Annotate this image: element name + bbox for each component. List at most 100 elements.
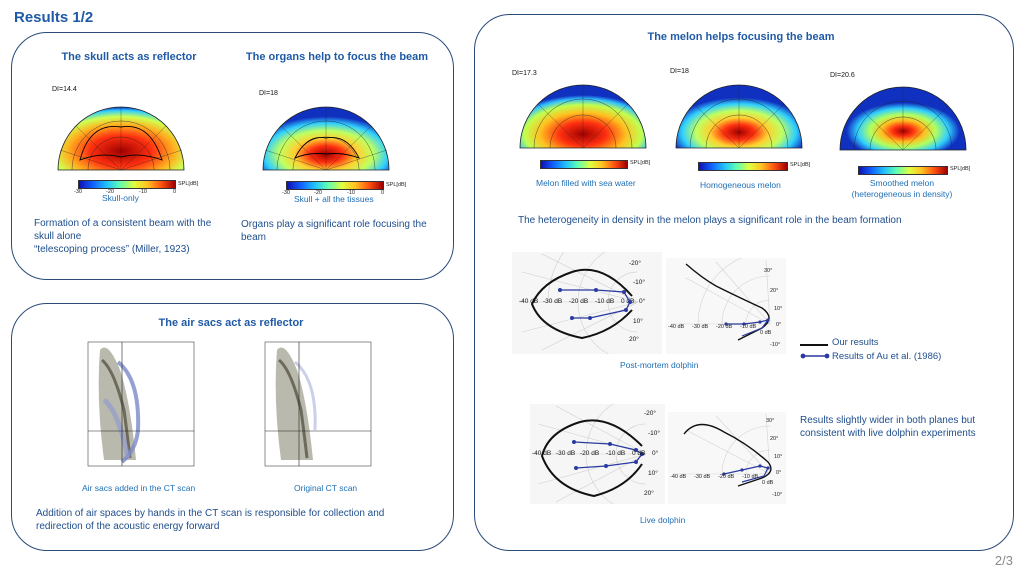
- melon-smoothed-plot: [839, 86, 967, 151]
- db-label: 0 dB: [621, 298, 635, 305]
- colorbar-unit: SPL[dB]: [630, 160, 651, 166]
- text-line: “telescoping process” (Miller, 1923): [34, 244, 190, 255]
- legend: Our results Results of Au et al. (1986): [800, 337, 970, 367]
- db-label: -20 dB: [716, 324, 733, 330]
- live-dolphin-caption: Live dolphin: [640, 515, 686, 525]
- db-label: -10 dB: [606, 450, 626, 457]
- skull-explanation: Formation of a consistent beam with the …: [34, 217, 234, 256]
- organs-caption: Skull + all the tissues: [294, 194, 374, 204]
- text-line: consistent with live dolphin experiments: [800, 428, 976, 439]
- melon-colorbar: SPL[dB]: [858, 166, 970, 175]
- skull-reflector-title: The skull acts as reflector: [61, 51, 197, 63]
- angle-label: 0°: [776, 470, 782, 476]
- colorbar-tick: -20: [314, 190, 322, 196]
- colorbar-unit: SPL[dB]: [950, 166, 971, 172]
- ct-scan-original: [264, 341, 372, 467]
- organs-colorbar: -30 -20 -10 0 SPL[dB]: [282, 181, 406, 198]
- air-sacs-panel: [11, 303, 454, 551]
- post-mortem-horizontal-polar: [666, 258, 786, 354]
- db-label: 0 dB: [762, 480, 774, 486]
- melon-colorbar-gradient: [858, 166, 948, 175]
- melon-di-label: DI=17.3: [512, 70, 537, 77]
- melon-smoothed-caption: Smoothed melon (heterogeneous in density…: [850, 178, 954, 200]
- live-horizontal-polar: [668, 412, 786, 504]
- db-label: 0 dB: [632, 450, 646, 457]
- angle-label: 20°: [770, 436, 779, 442]
- air-sacs-ct-caption: Air sacs added in the CT scan: [82, 483, 196, 493]
- text-line: redirection of the acoustic energy forwa…: [36, 521, 220, 532]
- post-mortem-au-series: [558, 288, 632, 320]
- db-label: -30 dB: [694, 474, 711, 480]
- organs-focus-title: The organs help to focus the beam: [245, 51, 429, 63]
- melon-seawater-caption: Melon filled with sea water: [536, 178, 636, 188]
- colorbar-tick: 0: [173, 189, 177, 195]
- text-line: Organs play a significant role focusing …: [241, 219, 427, 230]
- db-label: -30 dB: [692, 324, 709, 330]
- db-label: -40 dB: [670, 474, 687, 480]
- db-label: 0 dB: [760, 330, 772, 336]
- live-vertical-polar: [530, 404, 665, 504]
- colorbar-tick: -10: [347, 190, 355, 196]
- melon-colorbar: SPL[dB]: [698, 162, 810, 171]
- db-label: -30 dB: [556, 450, 576, 457]
- legend-au-label: Results of Au et al. (1986): [832, 351, 942, 362]
- post-mortem-polar-labels: -40 dB -30 dB -20 dB -10 dB 0 dB -20° -1…: [515, 252, 665, 352]
- melon-homogeneous-plot: [675, 84, 803, 149]
- slide-title: Results 1/2: [14, 9, 94, 26]
- angle-label: 0°: [776, 322, 782, 328]
- colorbar-unit: SPL[dB]: [386, 182, 407, 188]
- melon-colorbar-gradient: [540, 160, 628, 169]
- caption-line: Smoothed melon: [869, 178, 935, 188]
- text-line: Results slightly wider in both planes bu…: [800, 415, 976, 426]
- post-mortem-caption: Post-mortem dolphin: [620, 360, 699, 370]
- post-mortem-vertical-polar: [512, 252, 662, 354]
- melon-conclusion: Results slightly wider in both planes bu…: [800, 414, 1000, 440]
- legend-ours-label: Our results: [832, 337, 879, 348]
- angle-label: 20°: [629, 336, 639, 343]
- text-line: Formation of a consistent beam with the: [34, 218, 212, 229]
- organs-beam-plot: [262, 106, 390, 171]
- skull-colorbar: -30 -20 -10 0 SPL[dB]: [74, 180, 198, 197]
- angle-label: 10°: [633, 318, 643, 325]
- angle-label: -20°: [629, 260, 641, 267]
- angle-label: 20°: [644, 490, 654, 497]
- db-label: -10 dB: [742, 474, 759, 480]
- db-label: -40 dB: [519, 298, 539, 305]
- db-label: -20 dB: [569, 298, 589, 305]
- melon-colorbar-gradient: [698, 162, 788, 171]
- colorbar-tick: -20: [106, 189, 114, 195]
- original-ct-caption: Original CT scan: [294, 483, 358, 493]
- skull-di-label: DI=14.4: [52, 86, 77, 93]
- db-label: -10 dB: [740, 324, 757, 330]
- melon-di-label: DI=20.6: [830, 72, 855, 79]
- text-line: skull alone: [34, 231, 82, 242]
- angle-label: 10°: [774, 454, 783, 460]
- db-label: -40 dB: [532, 450, 552, 457]
- melon-statement: The heterogeneity in density in the melo…: [518, 215, 902, 226]
- skull-beam-plot: [57, 106, 185, 171]
- melon-title: The melon helps focusing the beam: [647, 31, 835, 43]
- colorbar-tick: 0: [381, 190, 385, 196]
- melon-homogeneous-caption: Homogeneous melon: [700, 180, 781, 190]
- organs-explanation: Organs play a significant role focusing …: [241, 218, 441, 244]
- angle-label: 30°: [764, 268, 773, 274]
- angle-label: 30°: [766, 418, 775, 424]
- colorbar-unit: SPL[dB]: [178, 181, 199, 187]
- live-small-labels: -40 dB -30 dB -20 dB -10 dB 0 dB 30° 20°…: [668, 412, 786, 504]
- angle-label: -10°: [772, 492, 783, 498]
- db-label: -40 dB: [668, 324, 685, 330]
- live-polar-labels: -40 dB -30 dB -20 dB -10 dB 0 dB -20° -1…: [530, 404, 665, 504]
- melon-colorbar: SPL[dB]: [540, 160, 650, 169]
- db-label: -20 dB: [718, 474, 735, 480]
- air-sacs-title: The air sacs act as reflector: [158, 317, 304, 329]
- organs-colorbar-gradient: [286, 181, 384, 190]
- angle-label: 10°: [774, 306, 783, 312]
- colorbar-tick: -30: [282, 190, 290, 196]
- caption-line: (heterogeneous in density): [851, 189, 953, 199]
- legend-ours-line: [800, 344, 828, 346]
- skull-colorbar-gradient: [78, 180, 176, 189]
- db-label: -20 dB: [580, 450, 600, 457]
- angle-label: 10°: [648, 470, 658, 477]
- legend-au-marker: [800, 353, 830, 359]
- page-number: 2/3: [994, 553, 1013, 568]
